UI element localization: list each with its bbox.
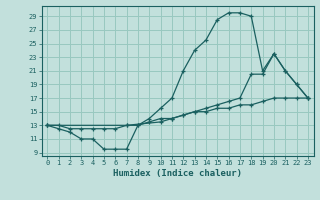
X-axis label: Humidex (Indice chaleur): Humidex (Indice chaleur) bbox=[113, 169, 242, 178]
